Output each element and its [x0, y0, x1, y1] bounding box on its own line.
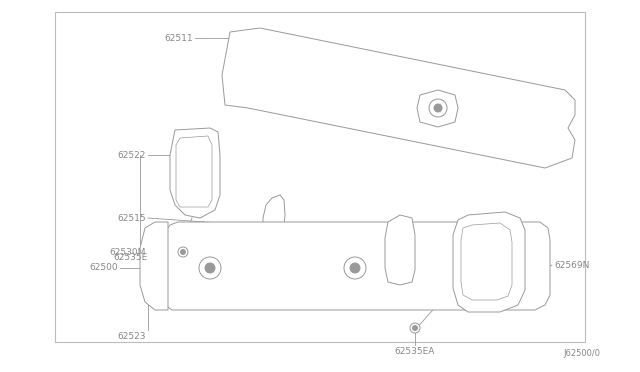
Text: 62530M: 62530M	[109, 247, 146, 257]
Circle shape	[413, 326, 417, 330]
Text: 62535EA: 62535EA	[395, 347, 435, 356]
Polygon shape	[140, 222, 168, 310]
Circle shape	[180, 250, 186, 254]
Circle shape	[410, 323, 420, 333]
Text: 62569N: 62569N	[554, 260, 589, 269]
Polygon shape	[453, 212, 525, 312]
Polygon shape	[222, 28, 575, 168]
Polygon shape	[176, 136, 212, 207]
Text: 62523: 62523	[118, 332, 146, 341]
Circle shape	[178, 247, 188, 257]
Bar	[55, 12, 585, 342]
Polygon shape	[417, 90, 458, 127]
Polygon shape	[461, 223, 512, 300]
Circle shape	[344, 257, 366, 279]
Circle shape	[429, 99, 447, 117]
Circle shape	[199, 257, 221, 279]
Polygon shape	[263, 195, 285, 255]
Text: 62535E: 62535E	[114, 253, 148, 263]
Circle shape	[350, 263, 360, 273]
Polygon shape	[160, 222, 550, 310]
Polygon shape	[385, 215, 415, 285]
Text: 62522: 62522	[118, 151, 146, 160]
Circle shape	[205, 263, 215, 273]
Text: 62515: 62515	[117, 214, 146, 222]
Circle shape	[434, 104, 442, 112]
Text: 62511: 62511	[164, 33, 193, 42]
Text: J62500/0: J62500/0	[563, 349, 600, 358]
Polygon shape	[170, 128, 220, 218]
Text: 62500: 62500	[90, 263, 118, 273]
